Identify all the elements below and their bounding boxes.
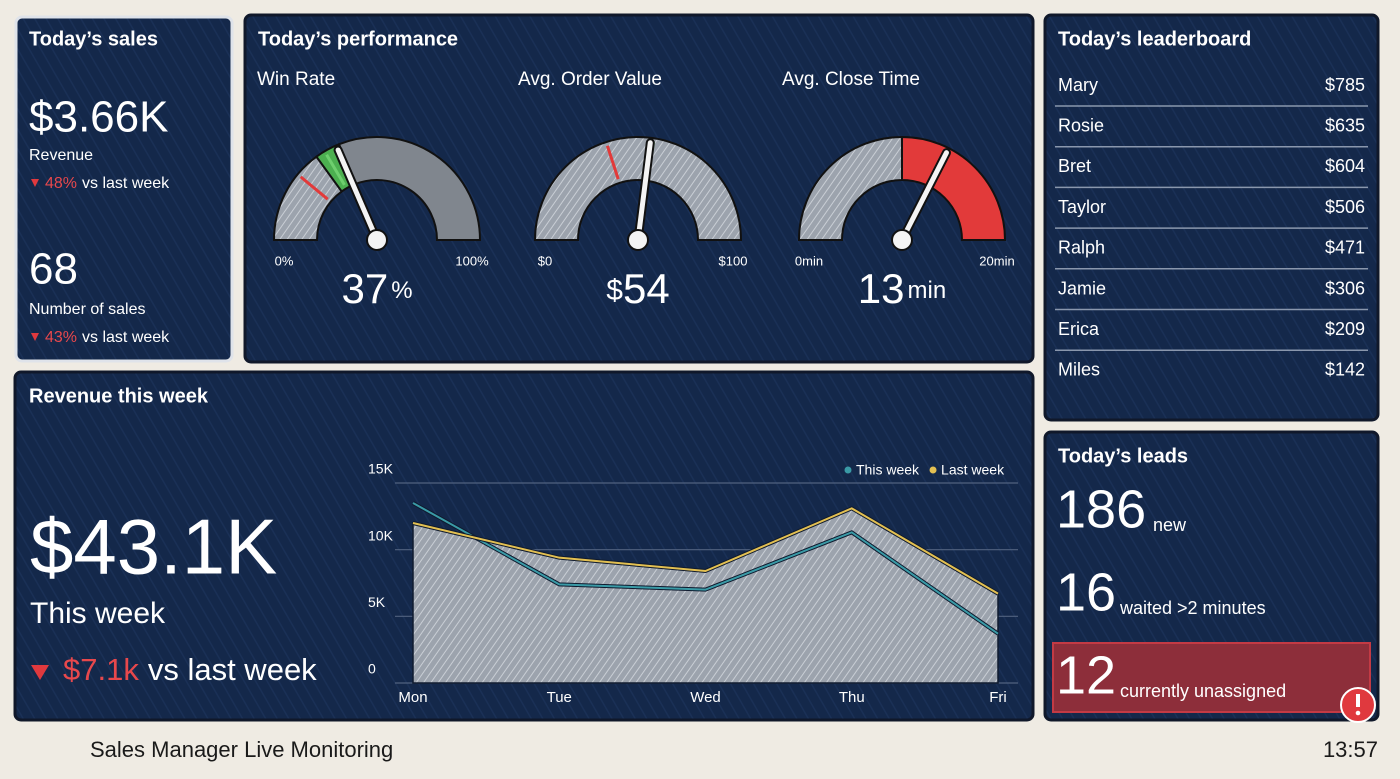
gauge-accent (325, 154, 346, 186)
gauge-needle (335, 147, 380, 243)
alert-icon-bar (1356, 694, 1360, 707)
gauge-accent (605, 145, 620, 180)
leader-amount: $471 (1325, 238, 1365, 258)
footer-title: Sales Manager Live Monitoring (90, 737, 393, 762)
series-line (412, 507, 999, 595)
x-tick-label: Fri (989, 689, 1007, 706)
change-value: 48% (45, 175, 77, 192)
gauge-number: 13 (858, 265, 905, 312)
series-line (412, 502, 999, 635)
leader-name: Jamie (1058, 278, 1106, 298)
change-text: vs last week (82, 329, 170, 346)
alert-box (1052, 642, 1371, 713)
leader-name: Bret (1058, 156, 1091, 176)
gauge-value: 13 min (858, 265, 946, 312)
x-tick-label: Tue (547, 689, 572, 706)
leader-name: Mary (1058, 75, 1098, 95)
panel-title: Today’s sales (29, 28, 158, 50)
leader-amount: $785 (1325, 75, 1365, 95)
gauge-band (797, 135, 903, 241)
revenue-label: This week (30, 597, 166, 630)
leader-amount: $142 (1325, 360, 1365, 380)
legend-label: Last week (941, 462, 1005, 478)
kpi-value: $3.66K (29, 93, 168, 142)
kpi-label: Number of sales (29, 301, 146, 318)
gauge-hub (366, 229, 388, 251)
lead-count: 16 (1056, 562, 1116, 622)
gauge-max-label: 20min (979, 253, 1014, 268)
leaderboard-panel (1043, 13, 1380, 422)
sales-panel (14, 15, 234, 363)
revenue-total: $43.1K (30, 503, 277, 591)
leader-amount: $306 (1325, 278, 1365, 298)
gauge-hub (627, 229, 649, 251)
gauge-min-label: 0% (275, 253, 294, 268)
legend-label: This week (856, 462, 920, 478)
kpi-value: 68 (29, 245, 78, 294)
lead-text: currently unassigned (1120, 681, 1286, 701)
leader-amount: $506 (1325, 197, 1365, 217)
gauge-number: 37 (341, 265, 388, 312)
gauge-title: Avg. Order Value (518, 69, 662, 90)
revenue-change: $7.1k vs last week (63, 652, 317, 687)
down-icon (31, 179, 39, 187)
leader-name: Erica (1058, 319, 1100, 339)
leader-name: Taylor (1058, 197, 1106, 217)
y-tick-label: 5K (368, 594, 386, 610)
x-tick-label: Thu (839, 689, 865, 706)
panel-title: Today’s leaderboard (1058, 28, 1251, 50)
lead-text: waited >2 minutes (1119, 598, 1266, 618)
gauge-title: Win Rate (257, 69, 335, 90)
leader-name: Ralph (1058, 238, 1105, 258)
gauge-value: 37% (341, 265, 412, 312)
lead-count: 12 (1056, 645, 1116, 705)
lead-text: new (1153, 515, 1187, 535)
gauge-title: Avg. Close Time (782, 69, 920, 90)
gauge-accent (299, 175, 329, 201)
gauge-number: 54 (623, 265, 670, 312)
panel-title: Revenue this week (29, 385, 209, 407)
gauge-max-label: 100% (455, 253, 489, 268)
gauge-max-label: $100 (719, 253, 748, 268)
gauge-needle (635, 140, 653, 243)
change-value: $7.1k (63, 652, 139, 687)
gauge-unit: % (391, 277, 412, 304)
y-tick-label: 10K (368, 527, 394, 543)
legend-swatch (844, 466, 852, 474)
kpi-change: 48% vs last week (45, 175, 170, 192)
leader-amount: $209 (1325, 319, 1365, 339)
panel-title: Today’s performance (258, 28, 458, 50)
gauge-min-label: $0 (538, 253, 552, 268)
performance-panel (243, 13, 1035, 364)
leader-amount: $635 (1325, 115, 1365, 135)
y-tick-label: 15K (368, 461, 394, 477)
leader-name: Miles (1058, 360, 1100, 380)
x-tick-label: Wed (690, 689, 721, 706)
x-tick-label: Mon (398, 689, 427, 706)
down-icon (31, 665, 49, 680)
panel-title: Today’s leads (1058, 445, 1188, 467)
change-value: 43% (45, 329, 77, 346)
leader-name: Rosie (1058, 115, 1104, 135)
kpi-label: Revenue (29, 147, 93, 164)
change-text: vs last week (82, 175, 170, 192)
gauge-unit: min (908, 277, 947, 304)
gauge-min-label: 0min (795, 253, 823, 268)
footer-time: 13:57 (1323, 737, 1378, 762)
kpi-change: 43% vs last week (45, 329, 170, 346)
alert-icon-dot (1355, 710, 1361, 716)
down-icon (31, 333, 39, 341)
gauge-band (533, 136, 743, 241)
gauge-prefix: $ (606, 274, 623, 307)
y-tick-label: 0 (368, 661, 376, 677)
gauge-needle (899, 150, 949, 243)
change-text: vs last week (148, 652, 317, 687)
gauge-hub (891, 229, 913, 251)
lead-count: 186 (1056, 479, 1146, 539)
leader-amount: $604 (1325, 156, 1365, 176)
gauge-band (337, 136, 482, 241)
legend-swatch (929, 466, 937, 474)
gauge-value: $54 (606, 265, 669, 312)
